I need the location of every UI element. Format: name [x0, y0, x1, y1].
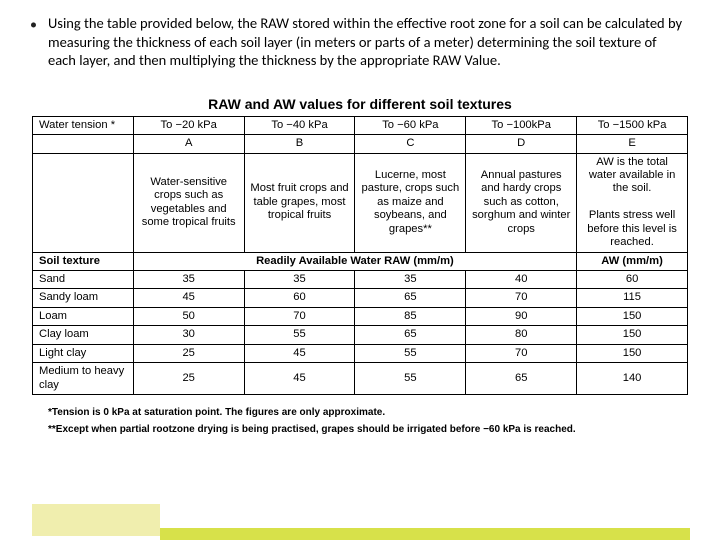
header-row-tension: Water tension * To −20 kPa To −40 kPa To… [33, 116, 688, 134]
cell: 25 [133, 344, 244, 362]
cell: 65 [355, 289, 466, 307]
header-row-letters: A B C D E [33, 135, 688, 153]
cell: 45 [244, 344, 355, 362]
col-tension-1: To −40 kPa [244, 116, 355, 134]
table-title: RAW and AW values for different soil tex… [0, 96, 720, 112]
row-name: Loam [33, 307, 134, 325]
cell: 55 [355, 344, 466, 362]
cell: 85 [355, 307, 466, 325]
col-letter-3: D [466, 135, 577, 153]
cell: 45 [133, 289, 244, 307]
blank-cell [33, 135, 134, 153]
desc-2: Lucerne, most pasture, crops such as mai… [355, 153, 466, 252]
cell: 150 [577, 344, 688, 362]
cell: 35 [244, 271, 355, 289]
table-wrap: Water tension * To −20 kPa To −40 kPa To… [0, 116, 720, 395]
raw-aw-table: Water tension * To −20 kPa To −40 kPa To… [32, 116, 688, 395]
cell: 65 [355, 326, 466, 344]
cell: 140 [577, 363, 688, 395]
cell: 115 [577, 289, 688, 307]
raw-label: Readily Available Water RAW (mm/m) [133, 252, 576, 270]
col-letter-1: B [244, 135, 355, 153]
col-letter-4: E [577, 135, 688, 153]
table-row: Sandy loam 45 60 65 70 115 [33, 289, 688, 307]
col-letter-2: C [355, 135, 466, 153]
cell: 70 [466, 344, 577, 362]
bottom-accent-bar [0, 504, 720, 540]
desc-1: Most fruit crops and table grapes, most … [244, 153, 355, 252]
aw-label: AW (mm/m) [577, 252, 688, 270]
cell: 35 [355, 271, 466, 289]
cell: 40 [466, 271, 577, 289]
col-tension-4: To −1500 kPa [577, 116, 688, 134]
footnotes: *Tension is 0 kPa at saturation point. T… [0, 395, 720, 435]
cell: 25 [133, 363, 244, 395]
cell: 70 [244, 307, 355, 325]
cell: 65 [466, 363, 577, 395]
col-tension-0: To −20 kPa [133, 116, 244, 134]
col-tension-2: To −60 kPa [355, 116, 466, 134]
soil-texture-label: Soil texture [33, 252, 134, 270]
row-name: Light clay [33, 344, 134, 362]
table-row: Loam 50 70 85 90 150 [33, 307, 688, 325]
cell: 55 [355, 363, 466, 395]
row-name: Clay loam [33, 326, 134, 344]
col-tension-3: To −100kPa [466, 116, 577, 134]
cell: 30 [133, 326, 244, 344]
row-name: Medium to heavy clay [33, 363, 134, 395]
header-row-desc: Water-sensitive crops such as vegetables… [33, 153, 688, 252]
row-name: Sand [33, 271, 134, 289]
desc-4: AW is the total water available in the s… [577, 153, 688, 252]
row-name: Sandy loam [33, 289, 134, 307]
accent-block-light [32, 504, 160, 536]
footnote-2: **Except when partial rootzone drying is… [48, 424, 684, 435]
col-letter-0: A [133, 135, 244, 153]
accent-block-yellow [160, 528, 690, 540]
bullet-block: • Using the table provided below, the RA… [0, 0, 720, 78]
cell: 60 [244, 289, 355, 307]
cell: 150 [577, 326, 688, 344]
blank-cell-2 [33, 153, 134, 252]
cell: 70 [466, 289, 577, 307]
cell: 55 [244, 326, 355, 344]
cell: 60 [577, 271, 688, 289]
bullet-marker: • [30, 16, 37, 33]
desc-0: Water-sensitive crops such as vegetables… [133, 153, 244, 252]
cell: 90 [466, 307, 577, 325]
cell: 45 [244, 363, 355, 395]
cell: 80 [466, 326, 577, 344]
cell: 50 [133, 307, 244, 325]
header-row-raw: Soil texture Readily Available Water RAW… [33, 252, 688, 270]
cell: 150 [577, 307, 688, 325]
table-row: Medium to heavy clay 25 45 55 65 140 [33, 363, 688, 395]
table-row: Light clay 25 45 55 70 150 [33, 344, 688, 362]
cell: 35 [133, 271, 244, 289]
bullet-text: Using the table provided below, the RAW … [48, 14, 684, 70]
table-row: Clay loam 30 55 65 80 150 [33, 326, 688, 344]
tension-label: Water tension * [33, 116, 134, 134]
footnote-1: *Tension is 0 kPa at saturation point. T… [48, 407, 684, 418]
table-row: Sand 35 35 35 40 60 [33, 271, 688, 289]
desc-3: Annual pastures and hardy crops such as … [466, 153, 577, 252]
